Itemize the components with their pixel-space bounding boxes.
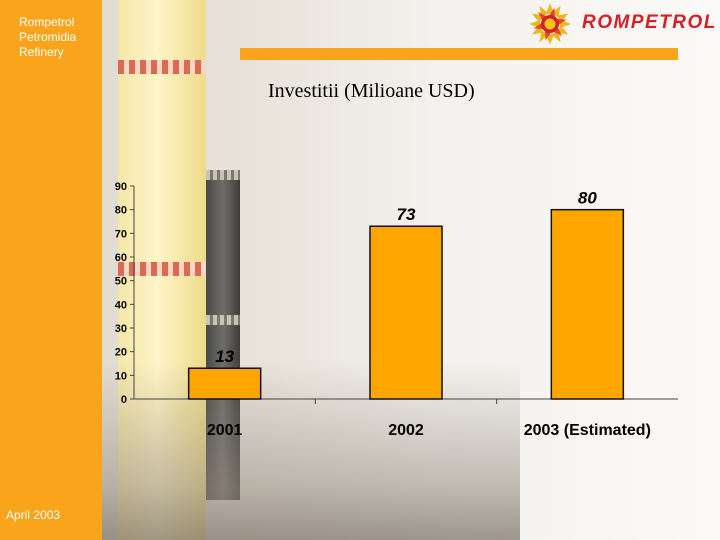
smokestack-band: [206, 315, 240, 325]
header-accent-bar: [240, 48, 678, 60]
y-tick-label: 70: [115, 228, 127, 240]
x-category-label: 2003 (Estimated): [524, 422, 651, 439]
bar: [369, 225, 443, 400]
company-line: Rompetrol: [19, 15, 75, 29]
y-tick-label: 60: [115, 252, 127, 264]
y-tick-label: 10: [115, 370, 127, 382]
x-category-label: 2002: [388, 422, 424, 439]
y-tick-label: 90: [115, 181, 127, 193]
x-category-label: 2001: [207, 422, 243, 439]
y-tick-label: 40: [115, 299, 127, 311]
y-tick-label: 0: [121, 394, 127, 406]
company-line: Refinery: [19, 45, 64, 59]
y-tick-label: 80: [115, 205, 127, 217]
refinery-image: [100, 360, 520, 540]
data-label: 13: [215, 347, 234, 366]
bar: [550, 208, 625, 400]
y-tick-label: 50: [115, 276, 127, 288]
bar: [187, 367, 262, 400]
y-tick-label: 30: [115, 323, 127, 335]
rompetrol-sun-icon: [529, 3, 571, 45]
chimney-band: [118, 262, 206, 276]
company-line: Petromidia: [19, 30, 77, 44]
slide-title: Investitii (Milioane USD): [268, 80, 475, 102]
company-name: Rompetrol Petromidia Refinery: [19, 15, 99, 60]
chimney-band: [118, 60, 206, 74]
data-label: 80: [578, 189, 597, 208]
data-label: 73: [397, 205, 416, 224]
logo-wordmark: ROMPETROL: [582, 12, 717, 33]
investment-bar-chart: 0 10 20 30 40 50 60 70 80 90 13 2001 73 2002 80 2003 (…: [115, 181, 678, 439]
y-tick-label: 20: [115, 347, 127, 359]
slide-date: April 2003: [6, 508, 61, 522]
smokestack-band: [206, 170, 240, 180]
sidebar: Rompetrol Petromidia Refinery April 2003: [0, 0, 102, 540]
